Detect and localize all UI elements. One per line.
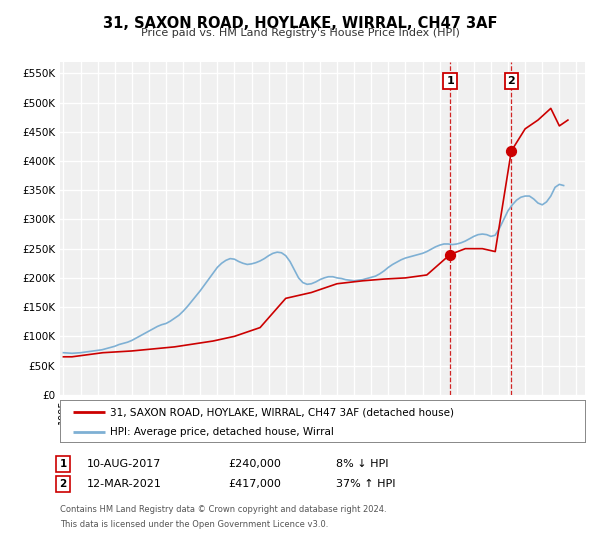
Text: £240,000: £240,000 xyxy=(228,459,281,469)
Text: HPI: Average price, detached house, Wirral: HPI: Average price, detached house, Wirr… xyxy=(110,427,334,437)
Text: 37% ↑ HPI: 37% ↑ HPI xyxy=(336,479,395,489)
Text: 10-AUG-2017: 10-AUG-2017 xyxy=(87,459,161,469)
Text: 1: 1 xyxy=(446,76,454,86)
Text: Price paid vs. HM Land Registry's House Price Index (HPI): Price paid vs. HM Land Registry's House … xyxy=(140,28,460,38)
Text: 1: 1 xyxy=(59,459,67,469)
Text: 31, SAXON ROAD, HOYLAKE, WIRRAL, CH47 3AF: 31, SAXON ROAD, HOYLAKE, WIRRAL, CH47 3A… xyxy=(103,16,497,31)
Text: 2: 2 xyxy=(59,479,67,489)
Point xyxy=(506,147,516,156)
Text: 12-MAR-2021: 12-MAR-2021 xyxy=(87,479,162,489)
Text: £417,000: £417,000 xyxy=(228,479,281,489)
Text: 31, SAXON ROAD, HOYLAKE, WIRRAL, CH47 3AF (detached house): 31, SAXON ROAD, HOYLAKE, WIRRAL, CH47 3A… xyxy=(110,407,454,417)
Text: 2: 2 xyxy=(508,76,515,86)
Point xyxy=(445,250,455,259)
Text: Contains HM Land Registry data © Crown copyright and database right 2024.: Contains HM Land Registry data © Crown c… xyxy=(60,505,386,514)
Text: 8% ↓ HPI: 8% ↓ HPI xyxy=(336,459,389,469)
Text: This data is licensed under the Open Government Licence v3.0.: This data is licensed under the Open Gov… xyxy=(60,520,328,529)
